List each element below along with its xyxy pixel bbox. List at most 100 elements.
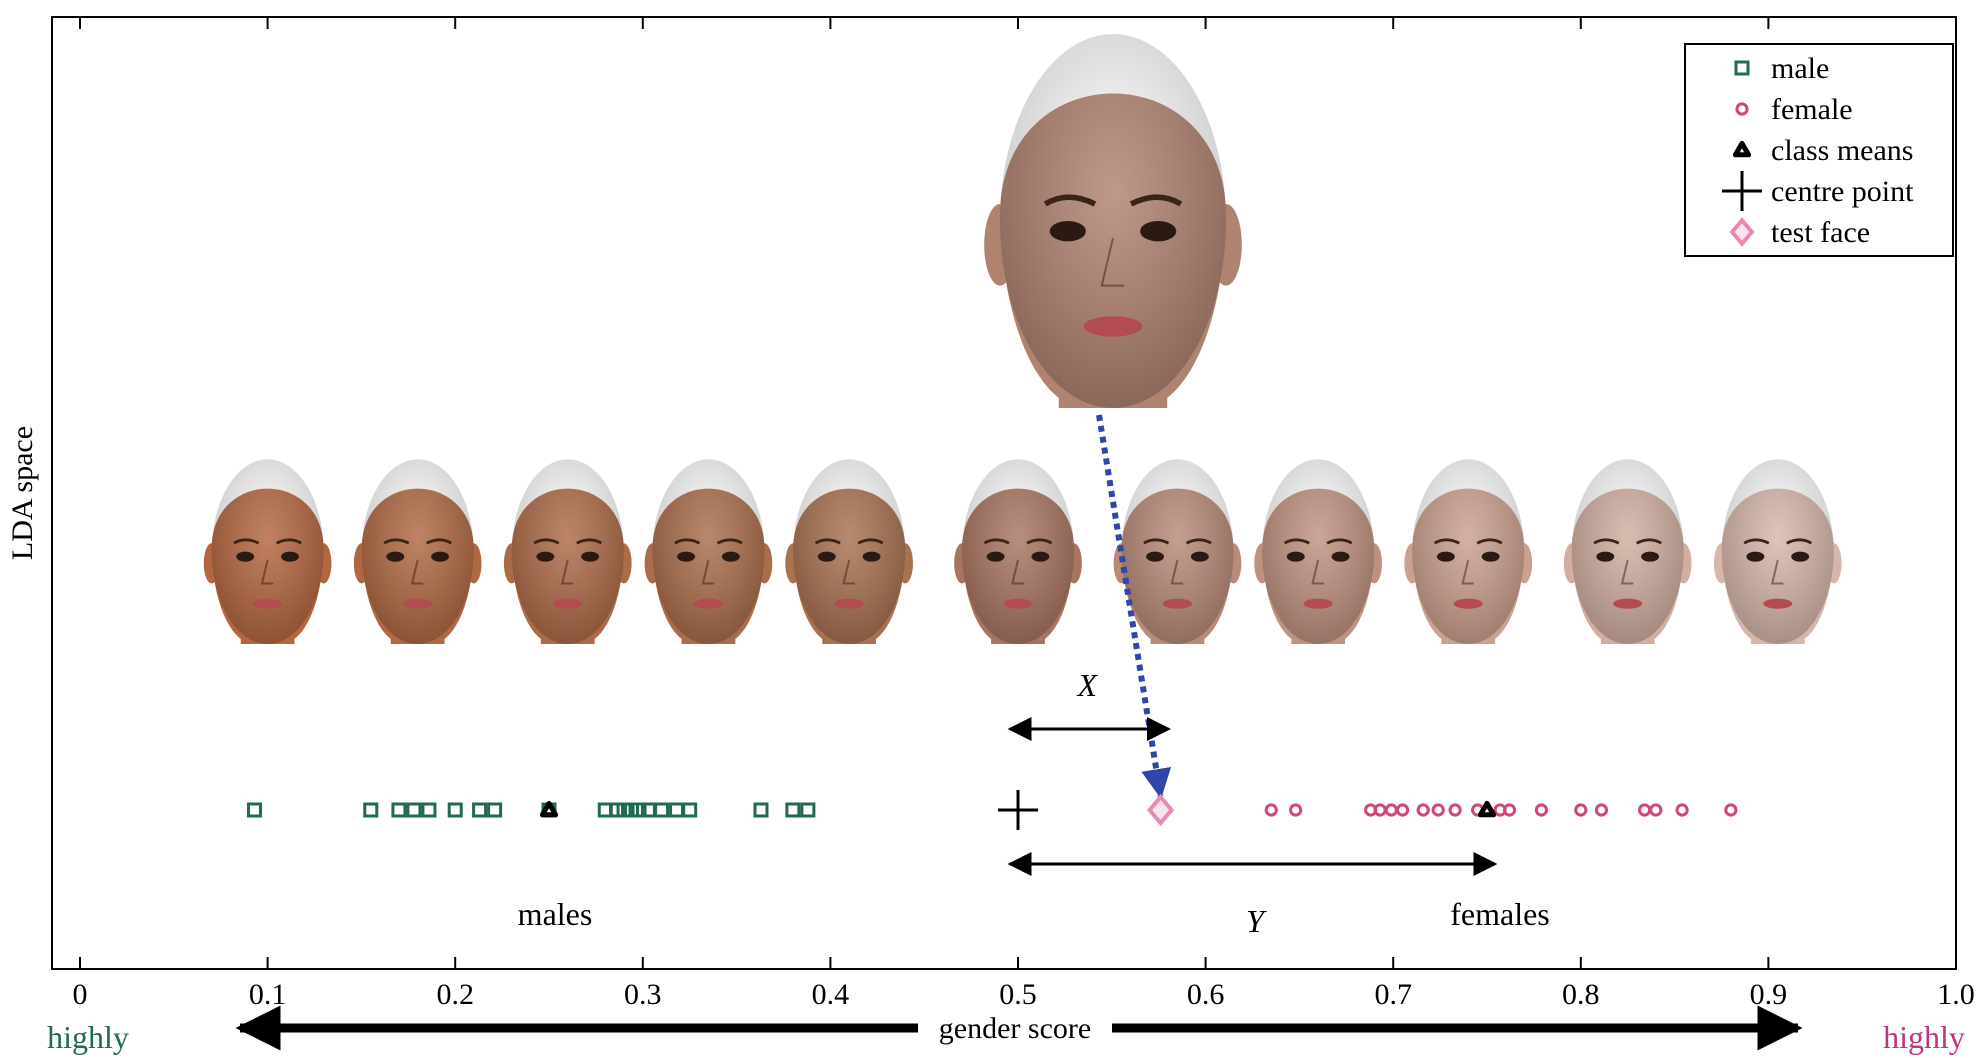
face-shading [1262,459,1375,644]
face-brow-left [1743,538,1770,545]
x-tick-label: 1.0 [1937,978,1975,1011]
face-eye-left [236,551,255,562]
legend-label-class-means: class means [1771,134,1913,167]
face-mouth [1083,316,1143,337]
face-mouth [834,598,864,609]
face-eye-right [1791,551,1810,562]
male-point [421,802,437,818]
y-axis-label: LDA space [6,426,39,560]
legend-marker-test-face [1729,217,1755,247]
female-point [1289,803,1303,817]
face-mouth [1303,598,1333,609]
face-brow-right [716,538,743,545]
face-eye-left [1146,551,1165,562]
face-nose [1311,559,1324,585]
face-eye-left [1746,551,1765,562]
face-mouth [553,598,583,609]
face-mouth [1763,598,1793,609]
legend-box [1684,43,1954,257]
face-eye-left [986,551,1005,562]
face-shading [962,459,1074,644]
gallery-face [353,459,482,644]
face-nose [1170,559,1184,585]
female-point [1395,803,1410,817]
legend-label-centre-point: centre point [1771,175,1914,208]
male-point [682,802,698,818]
face-brow-right [857,538,884,545]
face-brow-right [1326,538,1353,545]
face-brow-right [275,538,302,545]
face-brow-left [1043,194,1097,207]
male-point [363,802,379,818]
face-gallery [203,459,1842,644]
face-eye-right [281,551,299,562]
x-axis-ticks [79,17,1957,969]
female-point [1637,803,1652,817]
legend-label-female: female [1771,93,1853,126]
face-shading [511,459,624,644]
face-shading [793,459,906,644]
face-mouth [1162,598,1193,609]
face-shading [652,459,765,644]
face-eye-right [1140,221,1177,242]
male-point [487,802,503,818]
male-point [616,802,632,818]
face-shading [361,459,474,644]
class-means-point [1477,800,1497,818]
female-point [1431,803,1445,817]
face-brow-right [1026,538,1053,545]
face-brow-left [533,538,560,545]
x-tick-label: 0.9 [1750,978,1788,1011]
male-point [631,802,647,818]
y-distance-label: Y [1246,903,1267,939]
male-point [785,802,801,818]
male-point [624,802,640,818]
face-eye-left [677,551,696,562]
face-brow-right [426,538,452,545]
male-point [406,802,422,818]
face-nose [410,559,424,585]
legend-marker-male [1734,60,1750,76]
face-brow-left [983,538,1010,545]
gallery-face [954,459,1082,644]
legend-marker-centre-point [1722,171,1762,211]
x-axis-tick-labels: 0 0.1 0.2 0.3 0.4 0.5 0.6 0.7 0.8 0.9 1.0 [73,978,1975,1011]
female-point [1649,803,1663,817]
x-tick-label: 0.7 [1374,978,1412,1011]
face-mouth [253,598,283,609]
face-brow-left [674,538,701,545]
face-brow-right [1786,538,1813,545]
gallery-face [785,459,913,644]
gallery-face [1113,459,1242,644]
face-nose [1770,559,1784,585]
face-nose [560,559,574,585]
x-axis-label: gender score [939,1012,1091,1045]
face-eye-right [1031,551,1050,562]
male-point [753,802,769,818]
legend-label-male: male [1771,52,1829,85]
face-eye-right [1481,551,1500,562]
face-nose [1620,559,1634,585]
face-nose [701,559,715,585]
face-eye-left [386,551,405,562]
female-point [1264,803,1278,817]
face-nose [1100,237,1125,287]
gallery-face [1713,459,1842,644]
legend-marker-class-means [1732,140,1752,158]
female-point [1502,803,1517,817]
legend-label-test-face: test face [1771,216,1870,249]
test-face-point [1146,793,1175,827]
face-eye-right [862,551,881,562]
face-eye-left [1436,551,1455,562]
x-tick-label: 0 [73,978,88,1011]
face-brow-left [1143,538,1170,545]
x-tick-label: 0.2 [436,978,474,1011]
x-tick-label: 0.1 [249,978,287,1011]
x-tick-label: 0.5 [999,978,1037,1011]
males-label: males [518,896,593,932]
male-point [609,802,625,818]
face-eye-left [536,551,555,562]
face-nose [842,559,855,585]
male-point [447,802,463,818]
